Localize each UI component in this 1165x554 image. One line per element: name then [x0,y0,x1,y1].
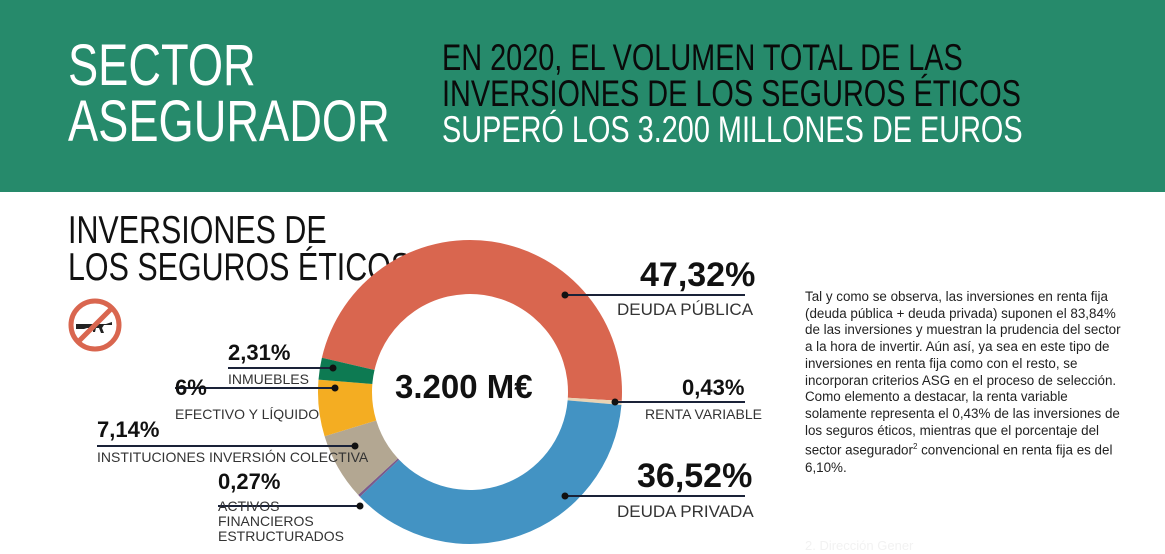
center-total: 3.200 M€ [395,368,533,405]
donut-slice-0 [321,240,622,401]
donut-slice-5 [318,379,377,437]
leader-dot-3 [356,502,364,510]
value-label-efectivo: 6% [175,375,207,400]
category-label-deuda-privada: DEUDA PRIVADA [617,502,754,521]
section-title: SECTOR ASEGURADOR [68,33,390,154]
category-label-activos: ACTIVOS FINANCIEROS ESTRUCTURADOS [218,498,345,544]
donut-slice-2 [359,400,622,545]
donut-slice-6 [318,357,375,384]
value-label-renta-variable: 0,43% [682,375,745,400]
category-label-instituciones: INSTITUCIONES INVERSIÓN COLECTIVA [97,449,369,465]
headline: EN 2020, EL VOLUMEN TOTAL DE LAS INVERSI… [442,37,1023,150]
leader-dot-0 [561,291,569,299]
leader-dot-4 [351,442,359,450]
leader-dot-1 [611,398,619,406]
donut-slice-3 [358,458,400,497]
chart-title: INVERSIONES DE LOS SEGUROS ÉTICOS [68,209,412,289]
value-label-deuda-publica: 47,32% [640,256,756,294]
no-weapons-icon [68,298,122,352]
donut-slice-4 [324,420,398,495]
donut-slice-1 [567,397,622,406]
value-label-activos: 0,27% [218,469,281,494]
footnote: 2. Dirección Gener [805,538,914,553]
leader-dot-5 [331,384,339,392]
value-label-deuda-privada: 36,52% [637,457,753,495]
category-label-inmuebles: INMUEBLES [228,371,309,387]
description-paragraph: Tal y como se observa, las inversiones e… [805,289,1121,475]
leader-dot-2 [561,492,569,500]
category-label-renta-variable: RENTA VARIABLE [645,406,762,422]
leader-dot-6 [329,364,337,372]
header-banner: SECTOR ASEGURADOR EN 2020, EL VOLUMEN TO… [0,0,1165,192]
value-label-instituciones: 7,14% [97,417,160,442]
value-label-inmuebles: 2,31% [228,340,291,365]
category-label-deuda-publica: DEUDA PÚBLICA [617,300,754,319]
category-label-efectivo: EFECTIVO Y LÍQUIDO [175,406,320,422]
